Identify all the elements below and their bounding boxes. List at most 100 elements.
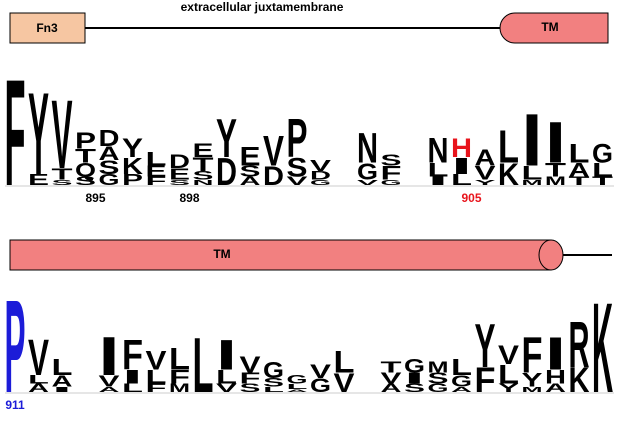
logo-letter: V xyxy=(475,163,497,184)
logo-letter: Y xyxy=(216,110,237,170)
logo-letter: L xyxy=(122,382,144,395)
logo-letter: S xyxy=(263,377,284,390)
logo-letter: E xyxy=(239,142,260,173)
logo-letter: T xyxy=(52,165,73,183)
logo-letter: L xyxy=(522,163,543,184)
logo-letter: F xyxy=(475,362,496,400)
logo-letter: A xyxy=(99,385,122,394)
logo-letter: L xyxy=(428,160,449,181)
position-label: 905 xyxy=(461,191,481,205)
logo-letter: Y xyxy=(522,370,544,391)
logo-letter: V xyxy=(333,368,354,399)
logo-letter: Y xyxy=(122,133,143,164)
logo-letter: M xyxy=(545,175,566,188)
logo-letter: P xyxy=(287,110,308,170)
logo-letter: S xyxy=(99,157,120,178)
logo-letter: P xyxy=(122,171,144,189)
logo-letter: G xyxy=(357,159,378,185)
logo-letter: K xyxy=(569,362,590,400)
logo-letter: V xyxy=(263,127,284,175)
logo-letter: K xyxy=(498,157,519,192)
logo-letter: G xyxy=(263,357,284,383)
logo-letter: T xyxy=(75,146,97,167)
logo-letter: F xyxy=(240,369,261,387)
tm-label: TM xyxy=(213,247,230,261)
logo-letter: G xyxy=(381,178,402,187)
logo-letter: T xyxy=(381,358,402,376)
logo-letter: M xyxy=(522,385,543,394)
logo-letter: L xyxy=(592,160,613,181)
logo-letter: E xyxy=(28,171,50,189)
logo-letter: A xyxy=(99,143,120,164)
logo-letter: N xyxy=(428,133,449,171)
logo-letter: D xyxy=(263,161,284,192)
logo-letter: S xyxy=(381,151,403,169)
logo-letter: L xyxy=(169,341,190,376)
logo-letter: S xyxy=(240,382,261,395)
logo-letter: E xyxy=(169,165,191,183)
logo-letter: T xyxy=(569,175,591,188)
logo-letter: G xyxy=(451,372,472,390)
logo-letter: G xyxy=(404,356,425,377)
logo-letter: A xyxy=(451,385,474,394)
logo-letter: A xyxy=(240,175,261,188)
logo-letter: L xyxy=(216,367,237,388)
logo-letter: L xyxy=(28,374,50,387)
logo-letter: L xyxy=(146,367,167,388)
logo-letter: I xyxy=(52,385,73,394)
logo-letter: D xyxy=(169,152,190,173)
logo-letter: I xyxy=(545,328,566,381)
logo-letter: N xyxy=(193,178,214,187)
logo-letter: G xyxy=(99,171,120,189)
logo-letter: G xyxy=(287,374,308,387)
logo-letter: S xyxy=(75,175,96,188)
logo-letter: I xyxy=(451,153,472,179)
logo-letter: V xyxy=(310,157,332,175)
logo-letter: F xyxy=(146,382,168,395)
logo-letter: V xyxy=(357,178,378,187)
logo-letter: T xyxy=(545,160,567,181)
logo-letter: L xyxy=(52,354,73,380)
logo-letter: S xyxy=(193,170,214,183)
logo-letter: D xyxy=(99,125,120,151)
logo-letter: L xyxy=(287,382,310,391)
logo-letter: S xyxy=(428,369,450,387)
logo-letter: V xyxy=(146,346,167,377)
fn3-label: Fn3 xyxy=(36,21,58,35)
logo-letter: Y xyxy=(498,382,521,395)
logo-letter: L xyxy=(568,139,589,170)
logo-letter: T xyxy=(592,175,614,188)
logo-letter: I xyxy=(122,367,143,388)
logo-letter: P xyxy=(5,272,26,420)
logo-letter: V xyxy=(498,340,519,371)
logo-letter: G xyxy=(310,376,331,397)
tm-cylinder xyxy=(499,12,609,44)
logo-letter: V xyxy=(287,175,310,188)
logo-letter: S xyxy=(240,162,262,180)
logo-letter: A xyxy=(475,145,496,171)
logo-letter: Y xyxy=(474,178,495,187)
logo-letter: Y xyxy=(474,312,495,380)
logo-letter: S xyxy=(169,178,190,187)
logo-letter: S xyxy=(404,382,425,395)
logo-letter: T xyxy=(193,155,215,176)
logo-letter: F xyxy=(122,331,143,379)
logo-letter: A xyxy=(545,382,566,395)
logo-letter: V xyxy=(99,372,121,390)
logo-letter: I xyxy=(404,369,425,387)
fn3-box xyxy=(9,12,86,44)
logo-letter: V xyxy=(52,80,73,190)
logo-letter: L xyxy=(334,344,355,379)
logo-letter: S xyxy=(52,178,73,187)
tm-cylinder-end xyxy=(538,239,564,271)
region-label: extracellular juxtamembrane xyxy=(181,0,344,14)
logo-letter: A xyxy=(381,382,402,395)
tm-cylinder xyxy=(9,239,552,271)
logo-letter: F xyxy=(381,163,402,184)
logo-letter: E xyxy=(146,162,168,180)
logo-letter: F xyxy=(169,367,190,388)
logo-letter: F xyxy=(5,48,26,217)
logo-letter: R xyxy=(569,308,590,382)
